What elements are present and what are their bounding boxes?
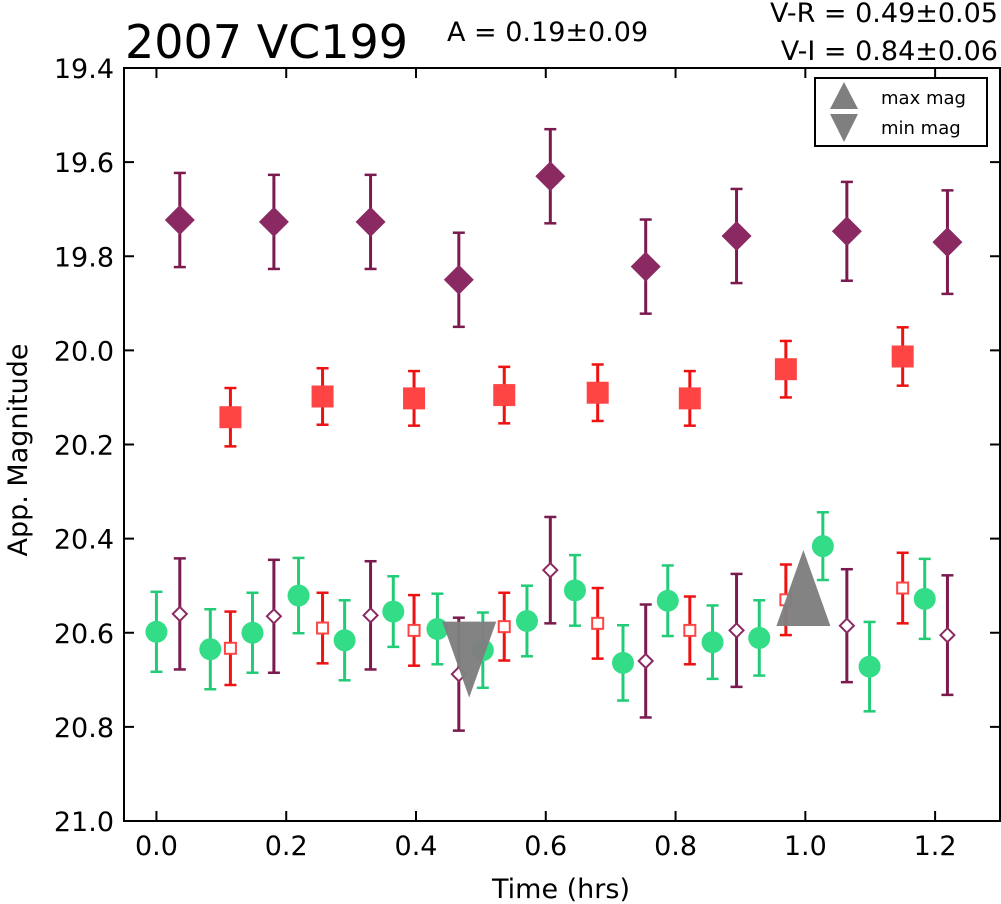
data-point-circle	[563, 579, 586, 602]
data-point-circle	[913, 587, 936, 610]
y-tick-label: 20.0	[54, 336, 114, 367]
min-mag-marker	[442, 621, 497, 698]
data-point-circle	[333, 629, 356, 652]
data-point-circle	[199, 638, 222, 661]
data-point-open-diamond	[728, 621, 745, 639]
legend-label-min-mag: min mag	[881, 118, 961, 139]
data-point-open-square	[407, 623, 421, 637]
x-tick-label: 0.4	[395, 831, 438, 862]
data-point-open-diamond	[541, 561, 559, 579]
x-tick-label: 1.2	[914, 831, 957, 862]
plot-frame	[123, 67, 1001, 822]
data-point-open-diamond	[838, 617, 856, 635]
data-point-diamond	[721, 221, 752, 252]
data-point-circle	[241, 621, 264, 644]
data-point-circle	[515, 609, 538, 632]
legend-label-max-mag: max mag	[881, 88, 966, 109]
v-r-annotation: V-R = 0.49±0.05	[770, 0, 998, 29]
y-axis-label: App. Magnitude	[3, 344, 34, 557]
data-point-square	[219, 406, 242, 429]
data-point-open-diamond	[362, 606, 379, 624]
data-point-open-diamond	[637, 652, 655, 670]
data-point-diamond	[932, 227, 963, 258]
data-point-open-square	[683, 623, 697, 637]
x-tick-label: 0.2	[265, 831, 308, 862]
x-tick-label: 0.8	[654, 831, 697, 862]
data-point-circle	[656, 589, 679, 612]
data-point-diamond	[355, 206, 386, 237]
data-point-square	[403, 387, 426, 410]
data-point-circle	[382, 600, 405, 623]
data-point-circle	[701, 631, 724, 654]
data-point-diamond	[831, 216, 862, 247]
data-point-square	[311, 385, 334, 408]
data-point-diamond	[443, 264, 474, 295]
max-mag-triangle-icon	[830, 82, 858, 109]
data-point-open-diamond	[171, 605, 189, 623]
y-tick-label: 21.0	[54, 807, 114, 838]
data-point-circle	[287, 584, 310, 607]
legend: max mag min mag	[814, 77, 988, 147]
data-point-open-square	[896, 581, 910, 595]
data-point-square	[774, 358, 797, 381]
data-point-open-square	[591, 616, 605, 630]
chart-title: 2007 VC199	[125, 15, 408, 69]
data-point-square	[891, 345, 914, 368]
x-axis-label: Time (hrs)	[491, 874, 630, 904]
data-point-circle	[748, 626, 771, 649]
y-tick-label: 20.6	[54, 619, 114, 650]
data-point-open-square	[316, 621, 330, 635]
x-tick-label: 0.0	[135, 831, 178, 862]
data-point-diamond	[630, 251, 661, 282]
y-tick-label: 20.8	[54, 713, 114, 744]
data-point-diamond	[535, 161, 566, 192]
data-point-diamond	[164, 205, 195, 236]
data-point-square	[493, 384, 516, 407]
x-tick-label: 0.6	[524, 831, 567, 862]
data-point-open-diamond	[265, 607, 283, 625]
data-point-open-square	[223, 641, 237, 655]
data-point-square	[678, 387, 701, 410]
y-tick-label: 19.4	[54, 54, 114, 85]
data-point-open-diamond	[939, 626, 956, 644]
y-tick-label: 19.6	[54, 148, 114, 179]
v-i-annotation: V-I = 0.84±0.06	[781, 36, 998, 67]
y-tick-label: 19.8	[54, 242, 114, 273]
y-tick-label: 20.2	[54, 431, 114, 462]
data-point-circle	[858, 655, 881, 678]
data-point-square	[586, 381, 609, 404]
data-point-circle	[611, 651, 634, 674]
max-mag-marker	[776, 550, 831, 627]
y-tick-label: 20.4	[54, 525, 114, 556]
min-mag-triangle-icon	[830, 114, 858, 142]
x-tick-label: 1.0	[784, 831, 827, 862]
amplitude-annotation: A = 0.19±0.09	[447, 17, 648, 48]
data-point-diamond	[258, 206, 289, 237]
data-point-open-square	[497, 620, 511, 634]
data-point-circle	[811, 535, 834, 558]
data-point-circle	[145, 620, 168, 643]
